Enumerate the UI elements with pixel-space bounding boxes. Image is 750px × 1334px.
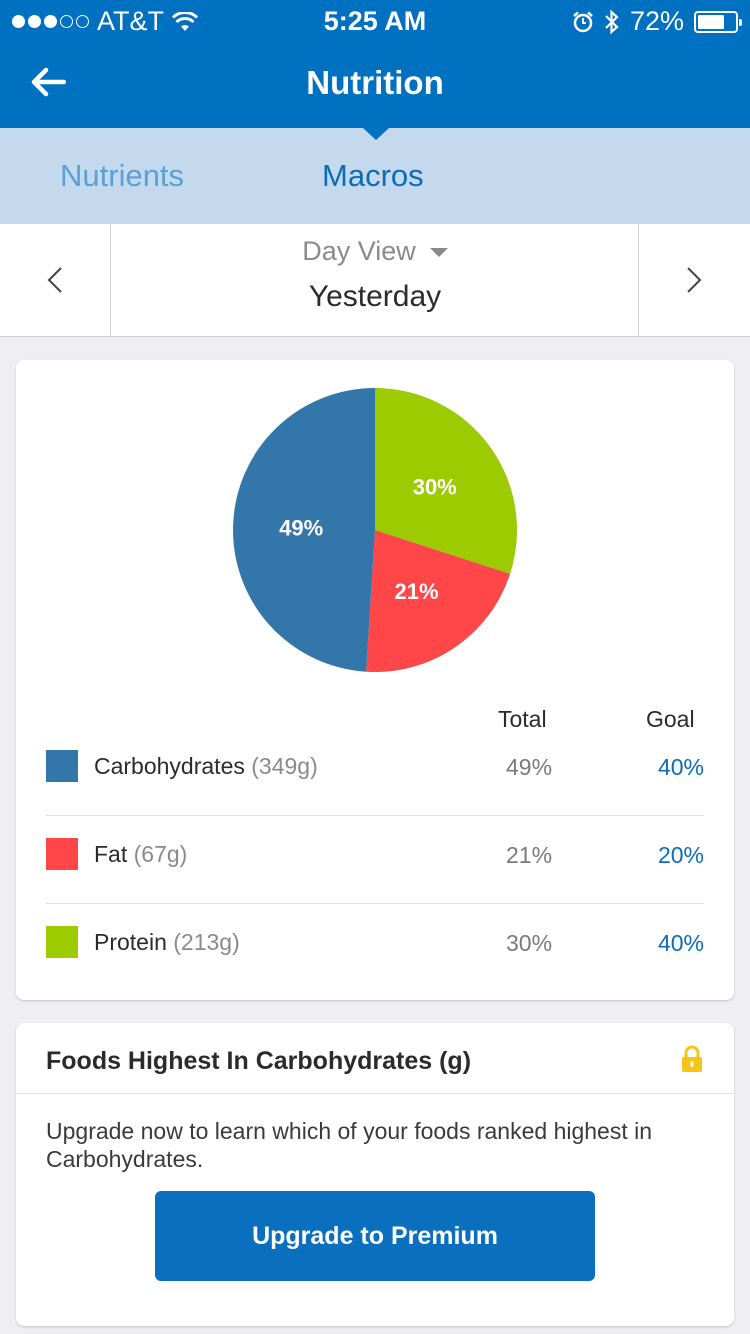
signal-dot: [60, 15, 73, 28]
pie-slice-carbohydrates: [233, 388, 375, 672]
signal-dot: [12, 15, 25, 28]
signal-dot: [44, 15, 57, 28]
macros-pie-chart: 30% 21% 49%: [233, 388, 517, 672]
status-bar: AT&T 5:25 AM 72%: [0, 0, 750, 40]
pie-label-carbohydrates: 49%: [279, 516, 323, 541]
wifi-icon: [172, 11, 198, 31]
chevron-left-icon: [47, 267, 62, 293]
next-day-button[interactable]: [638, 224, 749, 336]
protein-swatch: [46, 926, 78, 958]
tab-bar: Nutrients Macros: [0, 128, 750, 224]
upgrade-message: Upgrade now to learn which of your foods…: [46, 1118, 653, 1172]
clock: 5:25 AM: [323, 6, 427, 36]
signal-dot: [28, 15, 41, 28]
macro-goal: 40%: [657, 754, 704, 780]
macro-name: Carbohydrates (349g): [94, 753, 318, 779]
previous-day-button[interactable]: [0, 224, 111, 336]
macro-goal: 20%: [657, 842, 704, 868]
signal-strength-icon: [12, 15, 89, 28]
pie-label-fat: 21%: [394, 579, 438, 604]
current-day-label: Yesterday: [308, 280, 442, 313]
carrier-label: AT&T: [97, 6, 164, 36]
chevron-right-icon: [687, 267, 702, 293]
foods-highest-card: Foods Highest In Carbohydrates (g) Upgra…: [16, 1023, 734, 1326]
divider: [16, 1093, 734, 1094]
macro-row-protein: Protein (213g) 30% 40%: [46, 904, 704, 992]
macro-name: Protein (213g): [94, 929, 240, 955]
selected-tab-indicator: [363, 128, 389, 140]
macro-total: 30%: [506, 930, 553, 956]
carbohydrates-swatch: [46, 750, 78, 782]
day-view-dropdown[interactable]: Day View: [112, 236, 638, 267]
alarm-icon: [573, 11, 593, 32]
macro-goal: 40%: [657, 930, 704, 956]
signal-dot: [76, 15, 89, 28]
tab-nutrients[interactable]: Nutrients: [60, 158, 185, 193]
macro-total: 21%: [506, 842, 553, 868]
pie-slice-fat: [366, 530, 511, 672]
macro-name: Fat (67g): [94, 841, 188, 867]
macro-row-carbohydrates: Carbohydrates (349g) 49% 40%: [46, 728, 704, 816]
day-selector: Day View Yesterday: [0, 224, 750, 337]
back-button[interactable]: [30, 66, 70, 100]
battery-icon: [694, 10, 742, 33]
fat-swatch: [46, 838, 78, 870]
app-header: AT&T 5:25 AM 72% Nutrition: [0, 0, 750, 128]
pie-slice-protein: [375, 388, 517, 574]
lock-icon: [682, 1045, 702, 1072]
foods-card-title: Foods Highest In Carbohydrates (g): [46, 1047, 472, 1075]
macro-total: 49%: [506, 754, 553, 780]
bluetooth-icon: [605, 9, 619, 34]
goal-column-header: Goal: [646, 706, 695, 732]
back-arrow-icon: [31, 67, 67, 97]
battery-percent: 72%: [629, 6, 684, 36]
tab-macros[interactable]: Macros: [322, 158, 424, 193]
total-column-header: Total: [498, 706, 547, 732]
pie-label-protein: 30%: [413, 475, 457, 500]
upgrade-to-premium-button[interactable]: Upgrade to Premium: [155, 1191, 595, 1281]
page-title: Nutrition: [306, 64, 444, 101]
caret-down-icon: [429, 248, 448, 258]
macro-row-fat: Fat (67g) 21% 20%: [46, 816, 704, 904]
macros-card: 30% 21% 49% Total Goal Carbohydrates (349g…: [16, 360, 734, 1000]
day-view-label: Day View: [302, 236, 416, 266]
